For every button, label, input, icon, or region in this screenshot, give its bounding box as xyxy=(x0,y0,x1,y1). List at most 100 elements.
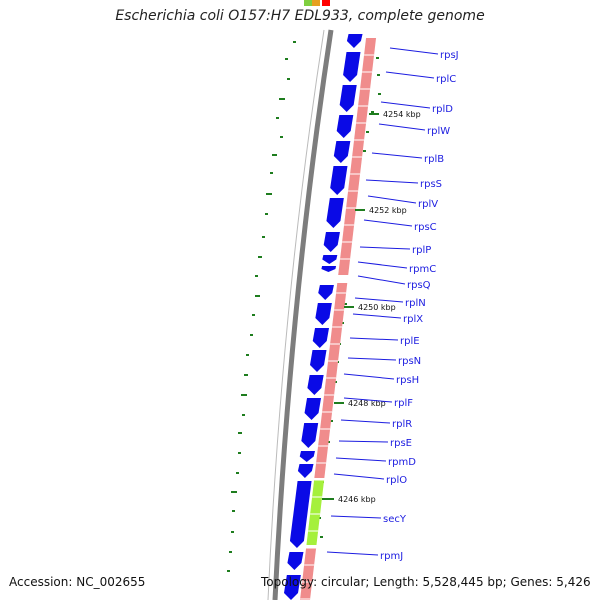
gene-label-rpsS: rpsS xyxy=(420,179,442,190)
gene-leader-line xyxy=(367,195,417,204)
gene-leader-line xyxy=(378,123,426,131)
gc-dash xyxy=(236,472,239,474)
gc-dash xyxy=(229,551,232,553)
gc-dash xyxy=(285,58,288,60)
gc-dash xyxy=(279,98,285,100)
gc-dash xyxy=(377,74,380,76)
gene-label-rplV: rplV xyxy=(418,199,438,210)
gc-dash xyxy=(287,78,290,80)
gc-dash xyxy=(227,570,230,572)
gc-dash xyxy=(344,303,347,305)
gene-arrow xyxy=(284,575,301,600)
gc-dash xyxy=(238,452,241,454)
gene-arrow xyxy=(307,375,324,395)
feature-block xyxy=(306,480,325,545)
gene-arrow xyxy=(310,350,327,372)
strip-segment xyxy=(322,0,330,6)
gene-leader-line xyxy=(354,297,404,303)
gene-arrow xyxy=(336,115,354,138)
gene-label-rplE: rplE xyxy=(400,336,420,347)
gene-leader-line xyxy=(343,397,393,403)
gc-dash xyxy=(231,531,234,533)
gene-arrow xyxy=(297,464,314,478)
gene-label-rpsE: rpsE xyxy=(390,438,412,449)
feature-block xyxy=(300,548,317,600)
gc-dash xyxy=(244,374,248,376)
gene-arrow xyxy=(287,552,304,570)
gene-leader-line xyxy=(338,440,389,443)
gc-dash xyxy=(376,57,379,59)
gc-dash xyxy=(238,432,242,434)
gene-label-rpmJ: rpmJ xyxy=(380,551,403,562)
gc-dash xyxy=(255,295,260,297)
backbone-line xyxy=(272,29,334,600)
gc-dash xyxy=(242,414,245,416)
gene-arrow xyxy=(326,198,344,228)
gene-arrow xyxy=(330,166,348,195)
gene-arrow xyxy=(321,266,337,272)
gene-label-rpsH: rpsH xyxy=(396,375,419,386)
gene-leader-line xyxy=(326,551,379,556)
gene-leader-line xyxy=(371,152,423,159)
gc-dash xyxy=(266,193,272,195)
gene-label-rplW: rplW xyxy=(427,126,450,137)
gene-arrow xyxy=(323,232,340,252)
gene-labels: rpsJ rplC rplD rplW rplB rpsS rplV rpsC rplP rpmC… xyxy=(326,47,459,562)
top-color-strip xyxy=(304,0,330,6)
gene-leader-line xyxy=(363,219,413,227)
gc-dash xyxy=(363,150,366,152)
kbp-label: 4250 kbp xyxy=(358,303,396,312)
backbone-inner-line xyxy=(267,29,325,600)
gene-arrow xyxy=(339,85,357,112)
gc-dash xyxy=(241,394,247,396)
kbp-label: 4248 kbp xyxy=(348,399,386,408)
gc-dash xyxy=(258,256,262,258)
gene-label-rplC: rplC xyxy=(436,74,456,85)
gc-dash xyxy=(265,213,268,215)
gc-dash xyxy=(322,498,325,500)
gc-dash xyxy=(272,154,277,156)
gene-label-rplO: rplO xyxy=(386,475,407,486)
gene-leader-line xyxy=(347,357,397,361)
strip-segment xyxy=(304,0,312,6)
kbp-label: 4252 kbp xyxy=(369,206,407,215)
gene-leader-line xyxy=(380,101,431,109)
gene-label-rpmC: rpmC xyxy=(409,264,436,275)
gene-leader-line xyxy=(385,71,435,79)
gene-leader-line xyxy=(357,261,408,269)
map-title: Escherichia coli O157:H7 EDL933, complet… xyxy=(115,8,485,24)
gene-arrow xyxy=(304,398,322,420)
gc-dash xyxy=(366,131,369,133)
gc-dash xyxy=(330,420,333,422)
gene-arrow xyxy=(301,423,319,448)
gene-leader-line xyxy=(349,337,399,341)
gene-label-rpsQ: rpsQ xyxy=(407,280,431,291)
feature-track xyxy=(300,38,377,600)
gc-dash xyxy=(371,111,374,113)
gene-leader-line xyxy=(365,179,419,184)
gene-leader-line xyxy=(340,419,391,424)
gc-dash xyxy=(276,117,279,119)
position-labels: 4254 kbp 4252 kbp 4250 kbp 4248 kbp 4246 kbp xyxy=(324,110,421,504)
kbp-label: 4246 kbp xyxy=(338,495,376,504)
gc-dash xyxy=(378,93,381,95)
gc-dash xyxy=(250,334,253,336)
gene-label-rpmD: rpmD xyxy=(388,457,416,468)
genome-summary-text: Topology: circular; Length: 5,528,445 bp… xyxy=(261,575,591,589)
gene-leader-line xyxy=(352,313,402,319)
gene-leader-line xyxy=(343,373,395,380)
gc-dash xyxy=(270,172,273,174)
gc-dash xyxy=(246,354,249,356)
gc-dash xyxy=(232,510,235,512)
gene-leader-line xyxy=(333,473,385,480)
gc-dash xyxy=(262,236,265,238)
gene-arrow xyxy=(343,52,361,82)
gene-label-secY: secY xyxy=(383,514,407,525)
gene-label-rpsJ: rpsJ xyxy=(440,50,459,61)
gene-label-rplN: rplN xyxy=(405,298,426,309)
gene-arrow xyxy=(333,141,351,163)
gene-label-rplB: rplB xyxy=(424,154,444,165)
gene-label-rpsC: rpsC xyxy=(414,222,437,233)
gene-arrow xyxy=(346,34,363,48)
